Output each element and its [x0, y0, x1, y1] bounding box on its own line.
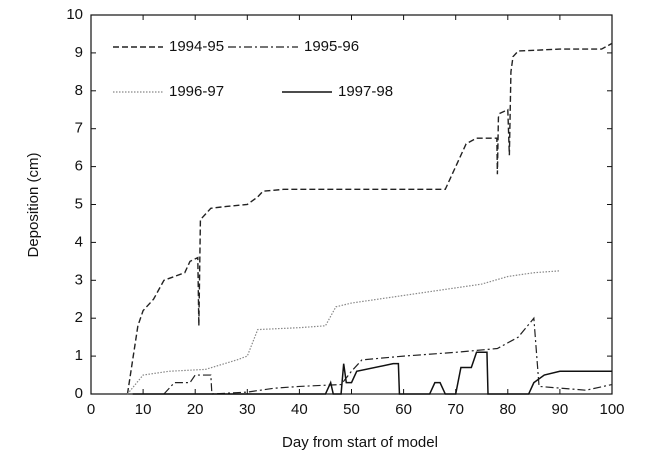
- series-line: [132, 351, 612, 395]
- x-tick-label: 70: [447, 401, 464, 418]
- y-tick-label: 0: [75, 385, 83, 402]
- legend-label: 1995-96: [304, 38, 359, 55]
- y-tick-label: 10: [66, 6, 83, 23]
- x-tick-label: 90: [552, 401, 569, 418]
- y-tick-label: 1: [75, 347, 83, 364]
- x-tick-label: 0: [87, 401, 95, 418]
- series-line: [163, 316, 613, 395]
- legend-label: 1997-98: [338, 83, 393, 100]
- y-tick-label: 7: [75, 120, 83, 137]
- series-line: [126, 42, 613, 395]
- plot-frame: [90, 14, 613, 395]
- y-tick-label: 9: [75, 44, 83, 61]
- y-tick-label: 5: [75, 195, 83, 212]
- x-tick-label: 50: [343, 401, 360, 418]
- legend-label: 1996-97: [169, 83, 224, 100]
- y-tick-label: 8: [75, 82, 83, 99]
- y-tick-label: 3: [75, 271, 83, 288]
- y-axis-label: Deposition (cm): [25, 152, 42, 257]
- x-tick-label: 30: [239, 401, 256, 418]
- x-tick-label: 10: [135, 401, 152, 418]
- x-tick-label: 20: [187, 401, 204, 418]
- x-tick-label: 100: [599, 401, 624, 418]
- y-tick-label: 4: [75, 233, 83, 250]
- x-axis-label: Day from start of model: [282, 434, 438, 451]
- legend-label: 1994-95: [169, 38, 224, 55]
- x-tick-label: 80: [499, 401, 516, 418]
- y-tick-label: 2: [75, 309, 83, 326]
- x-tick-label: 60: [395, 401, 412, 418]
- series-line: [127, 270, 560, 395]
- y-tick-label: 6: [75, 158, 83, 175]
- x-tick-label: 40: [291, 401, 308, 418]
